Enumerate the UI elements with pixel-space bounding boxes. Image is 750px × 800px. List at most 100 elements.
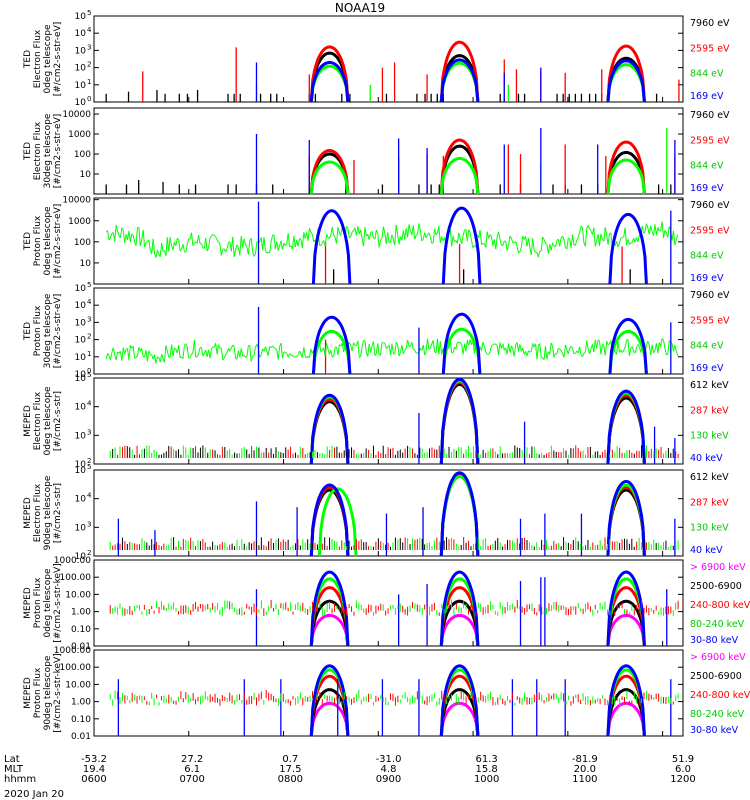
series-line xyxy=(519,344,522,352)
series-line xyxy=(156,250,160,255)
series-line xyxy=(128,345,131,361)
pass-arc xyxy=(606,44,646,103)
series-line xyxy=(572,234,575,246)
series-line xyxy=(457,341,459,344)
pass-arc xyxy=(317,487,358,557)
series-line xyxy=(163,345,167,363)
y-axis-label-line: 90deg telescope xyxy=(43,475,53,550)
y-axis-label-line: Electron Flux xyxy=(33,29,43,88)
y-axis-label-line: [#/cm2-s-str-eV] xyxy=(53,204,63,279)
series-line xyxy=(333,347,336,357)
y-tick-exponent: 2 xyxy=(87,457,91,465)
series-line xyxy=(291,235,295,250)
series-line xyxy=(171,344,174,357)
series-line xyxy=(432,340,436,352)
series-line xyxy=(249,345,252,362)
series-line xyxy=(368,343,372,353)
series-line xyxy=(361,340,365,347)
series-line xyxy=(618,237,622,244)
legend-label: 7960 eV xyxy=(690,200,730,211)
series-4 xyxy=(257,201,672,285)
y-axis-label-line: 0deg telescope xyxy=(43,568,53,638)
series-line xyxy=(672,230,676,246)
series-line xyxy=(375,229,379,234)
pass-arc xyxy=(439,377,480,465)
series-line xyxy=(458,341,461,344)
y-tick-exponent: 2 xyxy=(87,549,91,557)
series-line xyxy=(580,225,583,228)
legend-label: 287 keV xyxy=(690,497,729,508)
series-line xyxy=(603,227,606,242)
pass-arc xyxy=(606,599,646,647)
pass-arc xyxy=(439,156,480,195)
series-line xyxy=(174,347,177,350)
series-line xyxy=(657,227,660,232)
legend-label: 7960 eV xyxy=(690,110,730,121)
y-axis-label-line: Proton Flux xyxy=(33,215,43,266)
series-line xyxy=(254,241,258,254)
series-line xyxy=(547,244,551,254)
series-line xyxy=(532,238,535,251)
series-line xyxy=(537,250,541,258)
series-line xyxy=(488,234,491,239)
series-line xyxy=(232,236,235,257)
legend-label: 169 eV xyxy=(690,91,724,102)
y-tick-exponent: 3 xyxy=(87,315,91,323)
series-line xyxy=(208,237,211,249)
series-line xyxy=(135,355,138,358)
series-line xyxy=(545,242,548,245)
y-tick-label: 10 xyxy=(75,353,87,363)
y-tick-label: 1000 xyxy=(68,217,91,227)
y-tick-exponent: 3 xyxy=(87,520,91,528)
series-line xyxy=(509,345,512,353)
series-line xyxy=(165,345,168,352)
series-line xyxy=(452,235,455,242)
series-line xyxy=(168,237,171,252)
y-tick-label: 10 xyxy=(75,318,87,328)
series-line xyxy=(492,343,495,346)
x-tick-label-lat: 51.9 xyxy=(672,754,694,765)
series-1 xyxy=(105,51,658,103)
series-line xyxy=(186,346,190,359)
pass-arc xyxy=(439,40,480,103)
pass-arc xyxy=(606,59,646,103)
panel-frame xyxy=(93,469,684,557)
series-line xyxy=(582,353,585,357)
y-tick-exponent: 1 xyxy=(87,350,91,358)
series-line xyxy=(239,236,242,256)
series-line xyxy=(346,225,349,229)
legend-label: 240-800 keV xyxy=(690,690,750,701)
series-line xyxy=(353,342,356,346)
series-line xyxy=(552,242,555,247)
series-2 xyxy=(308,138,676,195)
series-1 xyxy=(333,269,631,284)
series-line xyxy=(502,343,505,351)
series-line xyxy=(245,355,248,358)
series-line xyxy=(414,235,417,240)
series-line xyxy=(419,230,423,241)
pass-arc xyxy=(309,483,350,557)
series-line xyxy=(425,338,428,352)
x-tick-label-mlt: 6.1 xyxy=(184,764,200,775)
series-line xyxy=(114,224,117,242)
series-line xyxy=(146,350,150,362)
series-line xyxy=(385,347,389,349)
series-line xyxy=(367,343,370,357)
panel-3: 10 100 1000 10000 TED Proton Flux 0deg telesco… xyxy=(23,196,730,285)
series-line xyxy=(506,343,510,355)
pass-arc xyxy=(311,329,352,375)
series-line xyxy=(637,344,640,347)
series-line xyxy=(488,351,491,355)
series-line xyxy=(530,238,534,256)
series-line xyxy=(623,346,626,351)
series-line xyxy=(462,230,465,236)
series-line xyxy=(324,233,328,247)
series-line xyxy=(138,227,141,247)
series-line xyxy=(124,234,127,244)
series-line xyxy=(266,251,269,254)
y-tick-label: 100.00 xyxy=(60,573,92,583)
series-line xyxy=(434,228,437,235)
series-line xyxy=(506,245,510,251)
noise-floor xyxy=(109,537,679,550)
series-1 xyxy=(309,613,646,647)
